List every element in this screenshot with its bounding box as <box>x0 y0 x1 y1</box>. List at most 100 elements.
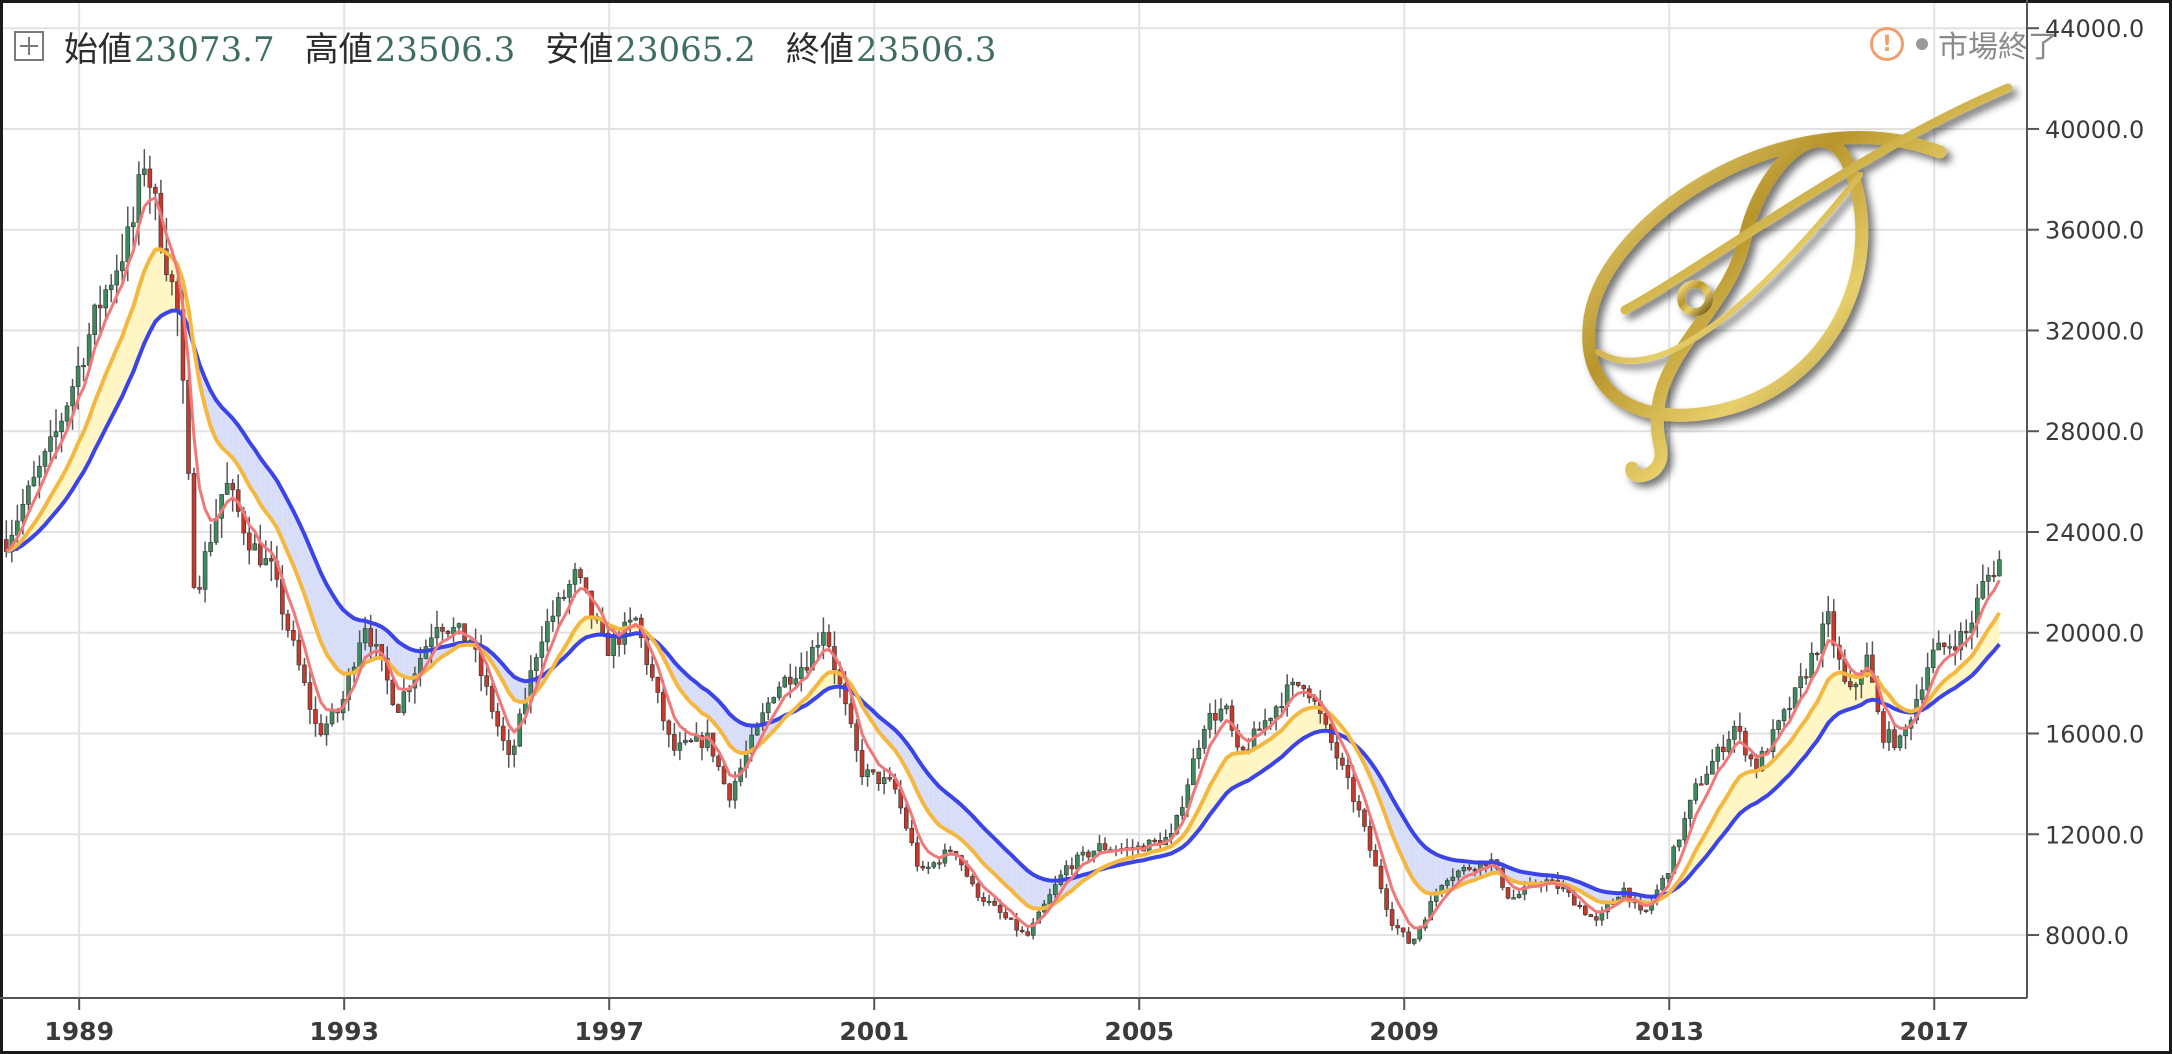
candle-body <box>313 709 318 724</box>
candle-body <box>1809 652 1814 679</box>
candle-body <box>649 664 655 678</box>
candle-body <box>1030 922 1036 936</box>
ma-ribbon-segment <box>1000 844 1006 886</box>
candle-body <box>1456 870 1461 878</box>
ma-ribbon-segment <box>326 584 333 663</box>
candle-body <box>1776 720 1781 730</box>
candle-body <box>1726 739 1732 753</box>
candle <box>666 719 672 748</box>
candle-body <box>495 711 500 727</box>
candle <box>550 600 556 632</box>
candle-body <box>390 679 396 706</box>
candle <box>235 474 241 518</box>
candle-body <box>1991 574 1997 578</box>
y-tick-label: 32000.0 <box>2045 317 2144 345</box>
warning-circle-icon[interactable]: ! <box>1870 27 1904 61</box>
candle <box>677 731 683 761</box>
candle-body <box>716 755 721 767</box>
candle-body <box>489 686 495 712</box>
candle <box>197 575 202 594</box>
ma-ribbon-segment <box>1414 834 1420 888</box>
candle-body <box>683 739 688 744</box>
ma-ribbon-segment <box>1033 874 1039 909</box>
candle-body <box>1351 777 1356 802</box>
candle-body <box>368 628 373 647</box>
candle-body <box>269 558 274 562</box>
candle <box>627 607 633 636</box>
candle-body <box>246 532 252 551</box>
candle <box>230 478 235 512</box>
candle-body <box>208 542 213 552</box>
candle <box>815 632 821 661</box>
ma-ribbon-segment <box>287 500 294 566</box>
ma-ribbon-segment <box>238 425 244 476</box>
ma-ribbon-segment <box>591 617 598 636</box>
expand-icon[interactable] <box>14 31 44 61</box>
candle <box>1721 734 1726 761</box>
candle-body <box>1897 735 1903 748</box>
candle <box>64 401 70 429</box>
candle-body <box>1080 851 1086 856</box>
candle <box>1207 703 1213 739</box>
candle <box>1086 849 1091 862</box>
ma-ribbon-segment <box>315 560 322 643</box>
candle <box>48 419 53 467</box>
candle-body <box>1295 681 1301 686</box>
candle <box>506 728 512 768</box>
ma-ribbon-segment <box>1425 847 1431 894</box>
candle-body <box>434 627 440 639</box>
candle-body <box>1980 580 1986 599</box>
ma-short-line <box>5 196 2001 930</box>
ma-ribbon-segment <box>740 722 747 754</box>
ma-ribbon-segment <box>1828 674 1834 724</box>
ma-ribbon-segment <box>707 690 714 722</box>
candle <box>324 715 329 746</box>
candle <box>1710 749 1715 775</box>
candle <box>1196 739 1202 769</box>
candle-body <box>1301 685 1307 690</box>
candle-body <box>191 473 197 588</box>
ma-ribbon-segment <box>1795 726 1801 769</box>
candle-body <box>1340 757 1345 766</box>
candle <box>578 567 583 584</box>
ma-ribbon-segment <box>1276 730 1282 762</box>
x-tick-label: 2005 <box>1104 1017 1174 1046</box>
ma-ribbon-segment <box>1038 877 1045 909</box>
candle <box>1676 839 1682 852</box>
candle-body <box>1936 642 1941 651</box>
ma-ribbon-segment <box>586 617 592 638</box>
ma-ribbon-segment <box>1303 708 1310 739</box>
x-tick-label: 2009 <box>1369 1017 1439 1046</box>
candle-body <box>125 226 131 263</box>
candle-body <box>291 630 296 641</box>
ma-ribbon-segment <box>1607 892 1613 903</box>
ma-ribbon-segment <box>293 511 299 580</box>
candle <box>1511 889 1516 900</box>
candle-body <box>1019 929 1025 933</box>
ma-ribbon-segment <box>1011 854 1017 896</box>
candle <box>970 873 975 887</box>
ma-ribbon-segment <box>1761 765 1768 800</box>
candle-body <box>1334 742 1340 759</box>
candle-body <box>843 683 848 705</box>
candle-body <box>1759 751 1765 771</box>
ma-ribbon-segment <box>1519 871 1525 884</box>
candle-body <box>986 900 992 904</box>
candle-body <box>776 686 782 698</box>
ma-ribbon-segment <box>332 593 338 670</box>
candle <box>1345 755 1351 790</box>
candle-body <box>1389 909 1395 926</box>
ma-ribbon-segment <box>1811 702 1818 748</box>
candle-body <box>732 781 738 801</box>
ma-ribbon-segment <box>1833 672 1840 718</box>
candle <box>500 717 506 751</box>
candle-body <box>1400 927 1406 933</box>
candle <box>854 719 859 763</box>
x-tick-label: 2013 <box>1634 1017 1704 1046</box>
candle-body <box>1003 912 1008 919</box>
candle <box>804 651 810 674</box>
candle-body <box>1781 709 1787 721</box>
candle-body <box>1069 865 1075 870</box>
candle <box>1577 901 1583 910</box>
